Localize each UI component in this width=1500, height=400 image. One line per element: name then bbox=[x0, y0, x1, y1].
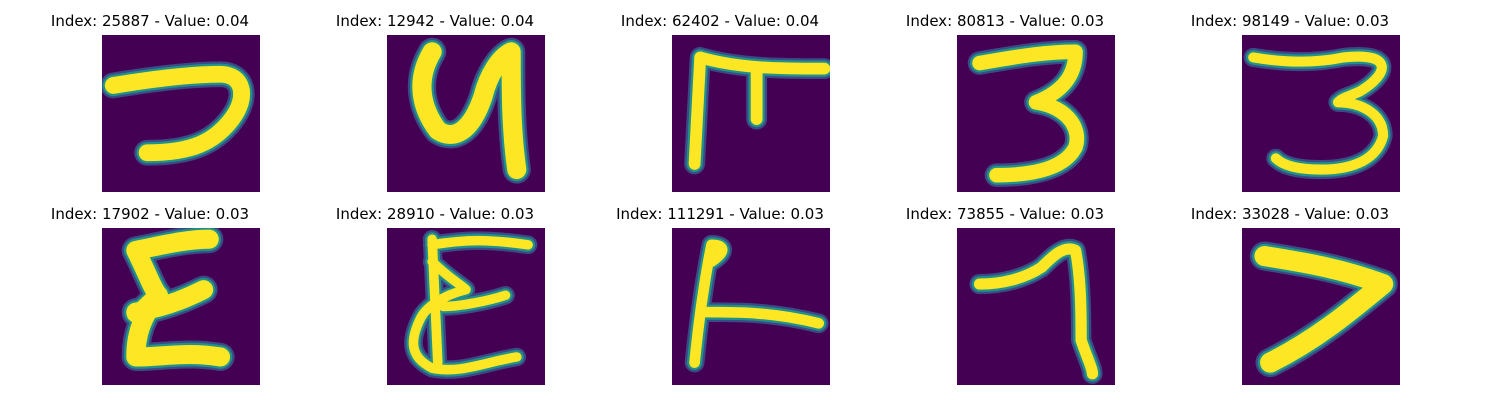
three-wide-image bbox=[1242, 35, 1400, 192]
three-image bbox=[957, 35, 1115, 192]
bar-with-legs-image bbox=[672, 35, 830, 192]
epsilon-image bbox=[102, 228, 260, 385]
glyph-stroke bbox=[1254, 245, 1394, 373]
image-panel: Index: 28910 - Value: 0.03 bbox=[285, 193, 585, 385]
panel-title: Index: 73855 - Value: 0.03 bbox=[905, 205, 1105, 223]
glyph-stroke bbox=[689, 239, 825, 368]
image-panel: Index: 62402 - Value: 0.04 bbox=[570, 0, 870, 192]
panel-title: Index: 111291 - Value: 0.03 bbox=[616, 205, 824, 223]
image-panel: Index: 12942 - Value: 0.04 bbox=[285, 0, 585, 192]
loop-letter-image bbox=[387, 35, 545, 192]
panel-title: Index: 80813 - Value: 0.03 bbox=[905, 12, 1105, 30]
seven-image bbox=[957, 228, 1115, 385]
hook-shape-image bbox=[102, 35, 260, 192]
image-panel: Index: 73855 - Value: 0.03 bbox=[855, 193, 1155, 385]
glyph-stroke bbox=[104, 65, 250, 162]
glyph-stroke bbox=[126, 229, 231, 367]
image-panel: Index: 25887 - Value: 0.04 bbox=[0, 0, 300, 192]
glyph-stroke bbox=[972, 44, 1085, 183]
panel-title: Index: 98149 - Value: 0.03 bbox=[1190, 12, 1390, 30]
panel-title: Index: 17902 - Value: 0.03 bbox=[50, 205, 250, 223]
image-panel: Index: 17902 - Value: 0.03 bbox=[0, 193, 300, 385]
glyph-stroke bbox=[408, 234, 533, 375]
panel-title: Index: 62402 - Value: 0.04 bbox=[620, 12, 820, 30]
panel-title: Index: 12942 - Value: 0.04 bbox=[335, 12, 535, 30]
corner-image bbox=[672, 228, 830, 385]
epsilon-thin-image bbox=[387, 228, 545, 385]
panel-title: Index: 33028 - Value: 0.03 bbox=[1190, 205, 1390, 223]
glyph-stroke bbox=[1248, 51, 1389, 175]
chevron-image bbox=[1242, 228, 1400, 385]
panel-title: Index: 28910 - Value: 0.03 bbox=[335, 205, 535, 223]
panel-title: Index: 25887 - Value: 0.04 bbox=[50, 12, 250, 30]
image-panel: Index: 80813 - Value: 0.03 bbox=[855, 0, 1155, 192]
image-panel: Index: 98149 - Value: 0.03 bbox=[1140, 0, 1440, 192]
glyph-stroke bbox=[688, 51, 830, 170]
image-panel: Index: 111291 - Value: 0.03 bbox=[570, 193, 870, 385]
glyph-stroke bbox=[973, 243, 1099, 380]
glyph-stroke bbox=[412, 42, 527, 180]
image-panel: Index: 33028 - Value: 0.03 bbox=[1140, 193, 1440, 385]
